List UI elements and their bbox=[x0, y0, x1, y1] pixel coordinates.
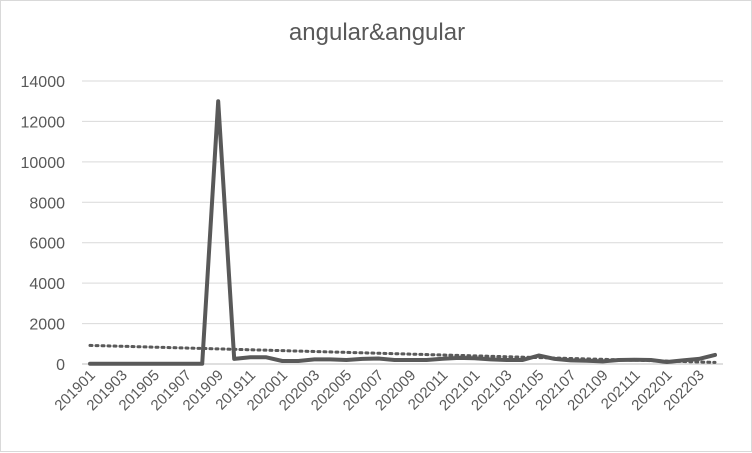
y-tick-label: 4000 bbox=[29, 276, 65, 293]
y-tick-label: 10000 bbox=[21, 155, 66, 172]
y-tick-label: 14000 bbox=[21, 74, 66, 91]
y-tick-label: 12000 bbox=[21, 114, 66, 131]
y-tick-label: 6000 bbox=[29, 236, 65, 253]
y-tick-label: 0 bbox=[56, 357, 65, 374]
series-line bbox=[90, 101, 715, 364]
y-tick-label: 2000 bbox=[29, 317, 65, 334]
y-tick-label: 8000 bbox=[29, 195, 65, 212]
